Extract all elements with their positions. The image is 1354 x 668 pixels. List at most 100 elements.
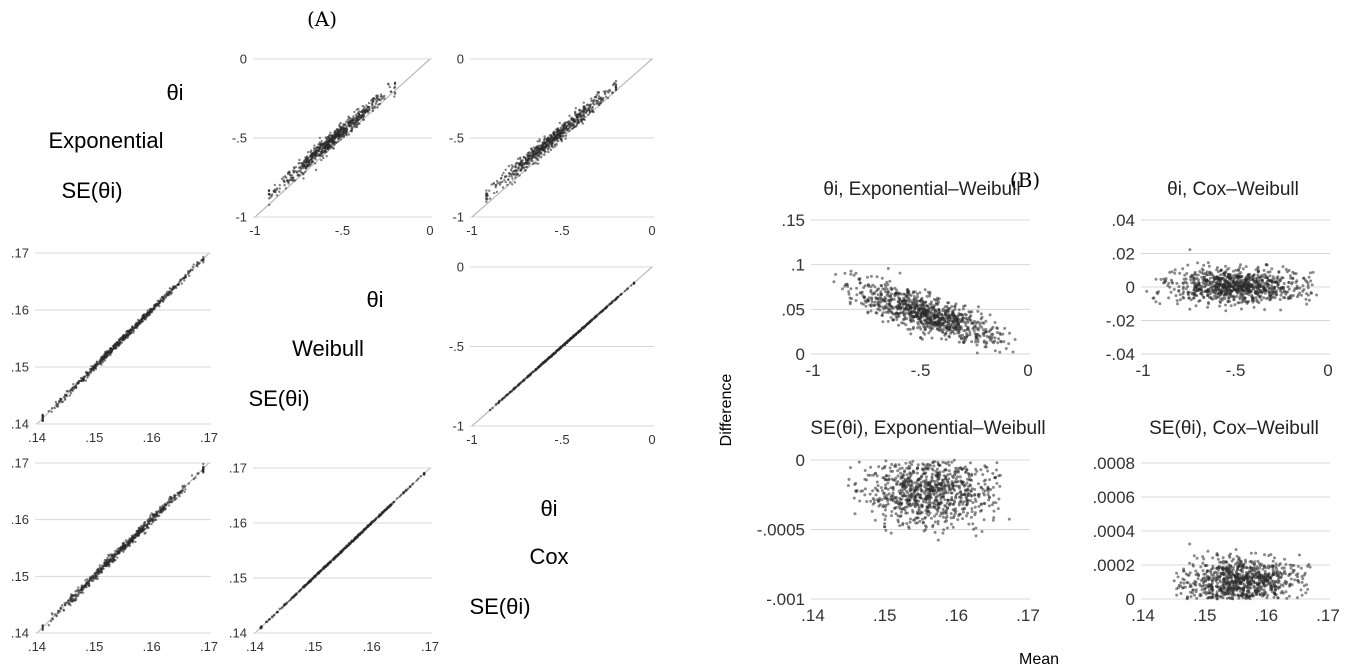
data-point	[574, 107, 577, 110]
data-point	[342, 135, 345, 139]
data-point	[506, 183, 509, 187]
data-point	[1207, 264, 1211, 268]
data-point	[559, 126, 563, 129]
data-point	[307, 162, 311, 165]
data-point	[107, 560, 110, 563]
data-point	[995, 326, 999, 330]
data-point	[866, 283, 870, 287]
plot-a-2-3: -1-.50-1 -.5 0	[449, 260, 656, 447]
data-point	[974, 334, 978, 338]
data-point	[132, 331, 135, 334]
data-point	[180, 489, 183, 493]
data-point	[565, 121, 568, 124]
data-point	[1208, 276, 1212, 280]
y-tick-label: .05	[781, 300, 805, 319]
data-point	[963, 312, 967, 316]
data-point	[128, 330, 131, 334]
data-point	[344, 123, 347, 126]
data-point	[872, 304, 876, 307]
data-point	[60, 604, 64, 607]
data-point	[287, 180, 290, 184]
data-point	[356, 123, 359, 127]
plot-a-3-2: .14.15.16.17.14.15.16.17	[229, 461, 439, 654]
data-point	[832, 280, 836, 284]
data-point	[895, 318, 899, 321]
data-point	[518, 162, 521, 166]
data-point	[531, 162, 535, 166]
data-point	[985, 334, 989, 338]
data-point	[314, 158, 317, 161]
data-point	[118, 551, 121, 555]
data-point	[922, 325, 926, 329]
data-point	[883, 283, 887, 286]
data-point	[594, 95, 597, 99]
data-point	[555, 143, 558, 146]
data-point	[948, 315, 952, 319]
data-point	[362, 107, 366, 111]
data-point	[325, 155, 328, 158]
data-point	[318, 154, 321, 157]
data-point	[564, 134, 568, 137]
data-point	[49, 619, 53, 623]
x-tick-label: 0	[1323, 361, 1332, 380]
data-point	[514, 166, 517, 169]
point-cloud	[1145, 248, 1319, 313]
data-point	[901, 310, 905, 314]
data-point	[377, 103, 380, 106]
data-point	[372, 97, 375, 101]
data-point	[961, 333, 965, 337]
data-point	[896, 300, 900, 304]
data-point	[168, 497, 171, 500]
data-point	[380, 95, 383, 98]
data-point	[494, 186, 497, 189]
data-point	[999, 339, 1003, 343]
data-point	[872, 291, 876, 295]
data-point	[317, 149, 320, 153]
data-point	[363, 528, 366, 532]
data-point	[953, 321, 957, 325]
data-point	[322, 156, 325, 160]
data-point	[278, 184, 281, 187]
data-point	[491, 406, 494, 410]
data-point	[849, 272, 853, 276]
data-point	[288, 599, 291, 603]
data-point	[579, 329, 582, 332]
data-point	[177, 283, 181, 286]
data-point	[80, 584, 83, 587]
data-point	[146, 309, 149, 312]
data-point	[510, 166, 514, 170]
data-point	[79, 379, 83, 383]
data-point	[312, 154, 315, 157]
data-point	[516, 157, 520, 160]
data-point	[202, 257, 205, 260]
data-point	[122, 550, 125, 553]
data-point	[488, 197, 492, 200]
data-point	[324, 141, 327, 144]
data-point	[1241, 267, 1245, 271]
data-point	[971, 327, 975, 331]
data-point	[120, 341, 124, 344]
data-point	[269, 196, 272, 199]
data-point	[940, 337, 943, 341]
diag-weibull-theta: θi	[366, 287, 383, 312]
data-point	[123, 337, 126, 340]
point-cloud	[832, 267, 1017, 355]
data-point	[347, 115, 350, 118]
data-point	[932, 297, 936, 301]
data-point	[595, 102, 598, 106]
data-point	[41, 626, 44, 629]
data-point	[340, 135, 343, 138]
data-point	[597, 103, 600, 106]
data-point	[371, 100, 375, 104]
data-point	[1178, 293, 1182, 297]
data-point	[975, 351, 979, 355]
data-point	[526, 375, 529, 378]
y-tick-label: -1	[452, 210, 464, 225]
panel-b-xlabel: Mean	[1019, 651, 1059, 668]
data-point	[380, 97, 384, 101]
data-point	[1238, 301, 1241, 305]
data-point	[501, 186, 505, 189]
data-point	[572, 121, 575, 125]
data-point	[275, 610, 279, 614]
data-point	[1305, 302, 1309, 306]
